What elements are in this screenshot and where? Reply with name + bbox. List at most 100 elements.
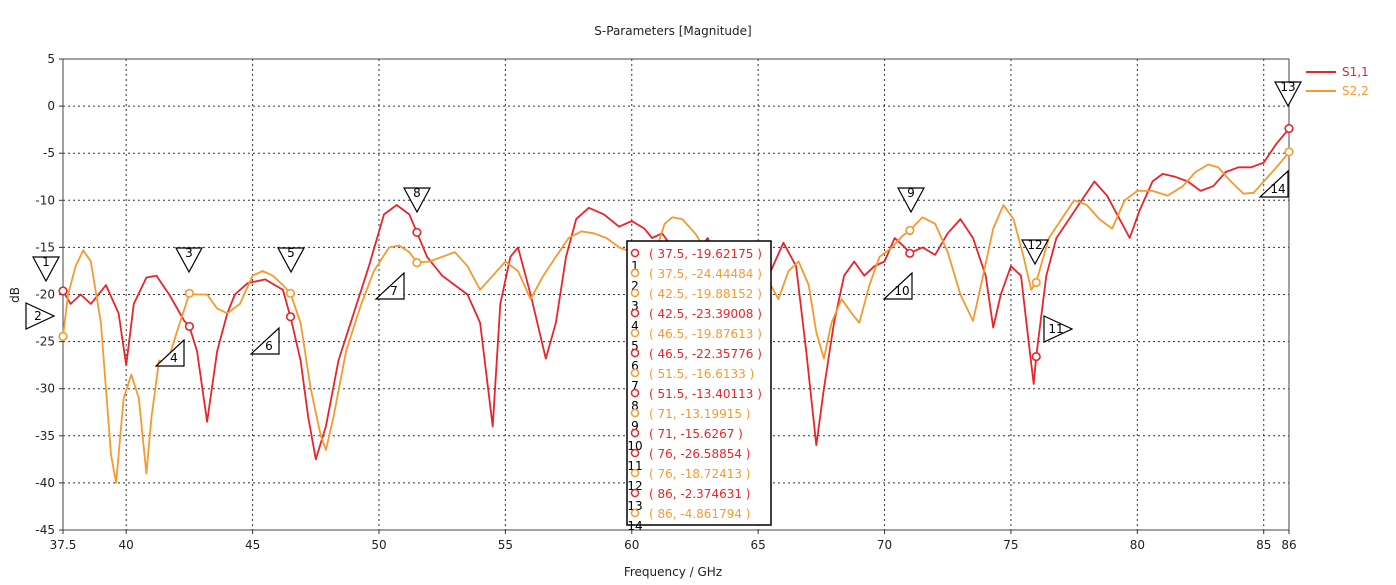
marker-box-icon bbox=[630, 468, 640, 478]
x-tick-label: 40 bbox=[119, 538, 134, 552]
marker-flag-2 bbox=[25, 302, 56, 330]
marker-number-3: 3 bbox=[185, 246, 193, 260]
marker-flag-8 bbox=[402, 187, 432, 214]
x-tick-label: 50 bbox=[371, 538, 386, 552]
marker-box-value: ( 42.5, -23.39008 ) bbox=[649, 307, 762, 321]
marker-point-13 bbox=[1284, 123, 1294, 134]
marker-box-value: ( 37.5, -19.62175 ) bbox=[649, 247, 762, 261]
marker-box-icon bbox=[630, 368, 640, 378]
y-tick-label: -10 bbox=[35, 193, 55, 207]
marker-box-value: ( 86, -2.374631 ) bbox=[649, 487, 750, 501]
y-tick-label: -20 bbox=[35, 288, 55, 302]
y-tick-labels: 5 0 -5 -10 -15 -20 -25 -30 -35 -40 -45 bbox=[35, 52, 55, 537]
marker-number-7: 7 bbox=[390, 284, 398, 298]
marker-flag-14 bbox=[1258, 169, 1289, 198]
marker-number-10: 10 bbox=[894, 284, 909, 298]
marker-values-box: 1 ( 37.5, -19.62175 ) 2 ( 37.5, -24.44484 )… bbox=[626, 240, 772, 533]
marker-number-5: 5 bbox=[287, 246, 295, 260]
marker-box-number: 12 bbox=[627, 479, 642, 493]
marker-box-icon bbox=[630, 348, 640, 358]
marker-flag-5 bbox=[276, 247, 306, 274]
marker-box-icon bbox=[630, 288, 640, 298]
marker-flag-13 bbox=[1273, 81, 1303, 108]
marker-box-icon bbox=[630, 268, 640, 278]
x-tick-label: 80 bbox=[1130, 538, 1145, 552]
marker-box-value: ( 46.5, -19.87613 ) bbox=[649, 327, 762, 341]
marker-flag-12 bbox=[1020, 239, 1050, 266]
marker-box-icon bbox=[630, 428, 640, 438]
legend-label: S2,2 bbox=[1342, 84, 1369, 98]
marker-number-4: 4 bbox=[170, 351, 178, 365]
marker-flag-4 bbox=[154, 338, 185, 367]
chart-title: S-Parameters [Magnitude] bbox=[594, 24, 751, 38]
y-tick-label: 5 bbox=[47, 52, 55, 66]
marker-box-value: ( 86, -4.861794 ) bbox=[649, 507, 750, 521]
marker-point-8 bbox=[412, 227, 422, 237]
marker-point-1 bbox=[58, 286, 68, 296]
marker-box-number: 14 bbox=[627, 519, 642, 533]
marker-point-4 bbox=[184, 321, 194, 332]
x-tick-label: 37.5 bbox=[50, 538, 77, 552]
x-tick-label: 85 bbox=[1256, 538, 1271, 552]
legend-label: S1,1 bbox=[1342, 65, 1369, 79]
marker-flag-9 bbox=[896, 187, 926, 214]
marker-box-value: ( 42.5, -19.88152 ) bbox=[649, 287, 762, 301]
x-tick-label: 70 bbox=[877, 538, 892, 552]
marker-box-icon bbox=[630, 308, 640, 318]
y-tick-label: 0 bbox=[47, 99, 55, 113]
x-tick-labels: 37.5 40 45 50 55 60 65 70 75 80 85 86 bbox=[50, 538, 1297, 552]
marker-flag-1 bbox=[31, 256, 61, 283]
marker-number-12: 12 bbox=[1027, 238, 1042, 252]
marker-number-6: 6 bbox=[265, 339, 273, 353]
marker-box-number: 9 bbox=[631, 419, 639, 433]
marker-box-number: 5 bbox=[631, 339, 639, 353]
y-tick-label: -25 bbox=[35, 335, 55, 349]
x-tick-label: 55 bbox=[498, 538, 513, 552]
marker-box-number: 3 bbox=[631, 299, 639, 313]
marker-point-2 bbox=[58, 331, 68, 341]
marker-box-icon bbox=[630, 408, 640, 418]
x-tick-label: 60 bbox=[624, 538, 639, 552]
marker-box-icon bbox=[630, 328, 640, 338]
marker-number-14: 14 bbox=[1270, 182, 1285, 196]
marker-box-value: ( 51.5, -16.6133 ) bbox=[649, 367, 754, 381]
marker-point-14 bbox=[1284, 147, 1294, 157]
marker-point-12 bbox=[1031, 277, 1041, 288]
marker-flag-3 bbox=[174, 247, 204, 274]
marker-number-13: 13 bbox=[1280, 80, 1295, 94]
marker-flag-6 bbox=[249, 326, 280, 355]
x-axis-label: Frequency / GHz bbox=[624, 565, 722, 579]
marker-box-number: 1 bbox=[631, 259, 639, 273]
marker-number-9: 9 bbox=[907, 186, 915, 200]
marker-number-2: 2 bbox=[34, 309, 42, 323]
x-tick-label: 45 bbox=[245, 538, 260, 552]
legend: S1,1 S2,2 bbox=[1306, 65, 1369, 98]
marker-box-number: 8 bbox=[631, 399, 639, 413]
y-tick-label: -45 bbox=[35, 523, 55, 537]
marker-box-number: 13 bbox=[627, 499, 642, 513]
x-tick-label: 86 bbox=[1281, 538, 1296, 552]
marker-point-6 bbox=[285, 312, 296, 322]
marker-point-5 bbox=[285, 288, 296, 298]
marker-box-value: ( 37.5, -24.44484 ) bbox=[649, 267, 762, 281]
marker-flag-11 bbox=[1043, 315, 1074, 343]
marker-flag-10 bbox=[882, 271, 913, 300]
x-tick-label: 75 bbox=[1003, 538, 1018, 552]
marker-flag-7 bbox=[374, 271, 405, 300]
marker-point-10 bbox=[905, 248, 915, 258]
y-tick-label: -5 bbox=[43, 146, 55, 160]
marker-box-value: ( 76, -18.72413 ) bbox=[649, 467, 750, 481]
marker-number-8: 8 bbox=[413, 186, 421, 200]
marker-box-icon bbox=[630, 448, 640, 458]
marker-box-frame bbox=[626, 240, 772, 526]
marker-box-number: 10 bbox=[627, 439, 642, 453]
marker-box-number: 7 bbox=[631, 379, 639, 393]
marker-box-value: ( 46.5, -22.35776 ) bbox=[649, 347, 762, 361]
marker-number-11: 11 bbox=[1048, 322, 1063, 336]
marker-box-value: ( 76, -26.58854 ) bbox=[649, 447, 750, 461]
y-tick-label: -30 bbox=[35, 382, 55, 396]
marker-number-1: 1 bbox=[42, 255, 50, 269]
y-axis-label: dB bbox=[8, 287, 22, 303]
